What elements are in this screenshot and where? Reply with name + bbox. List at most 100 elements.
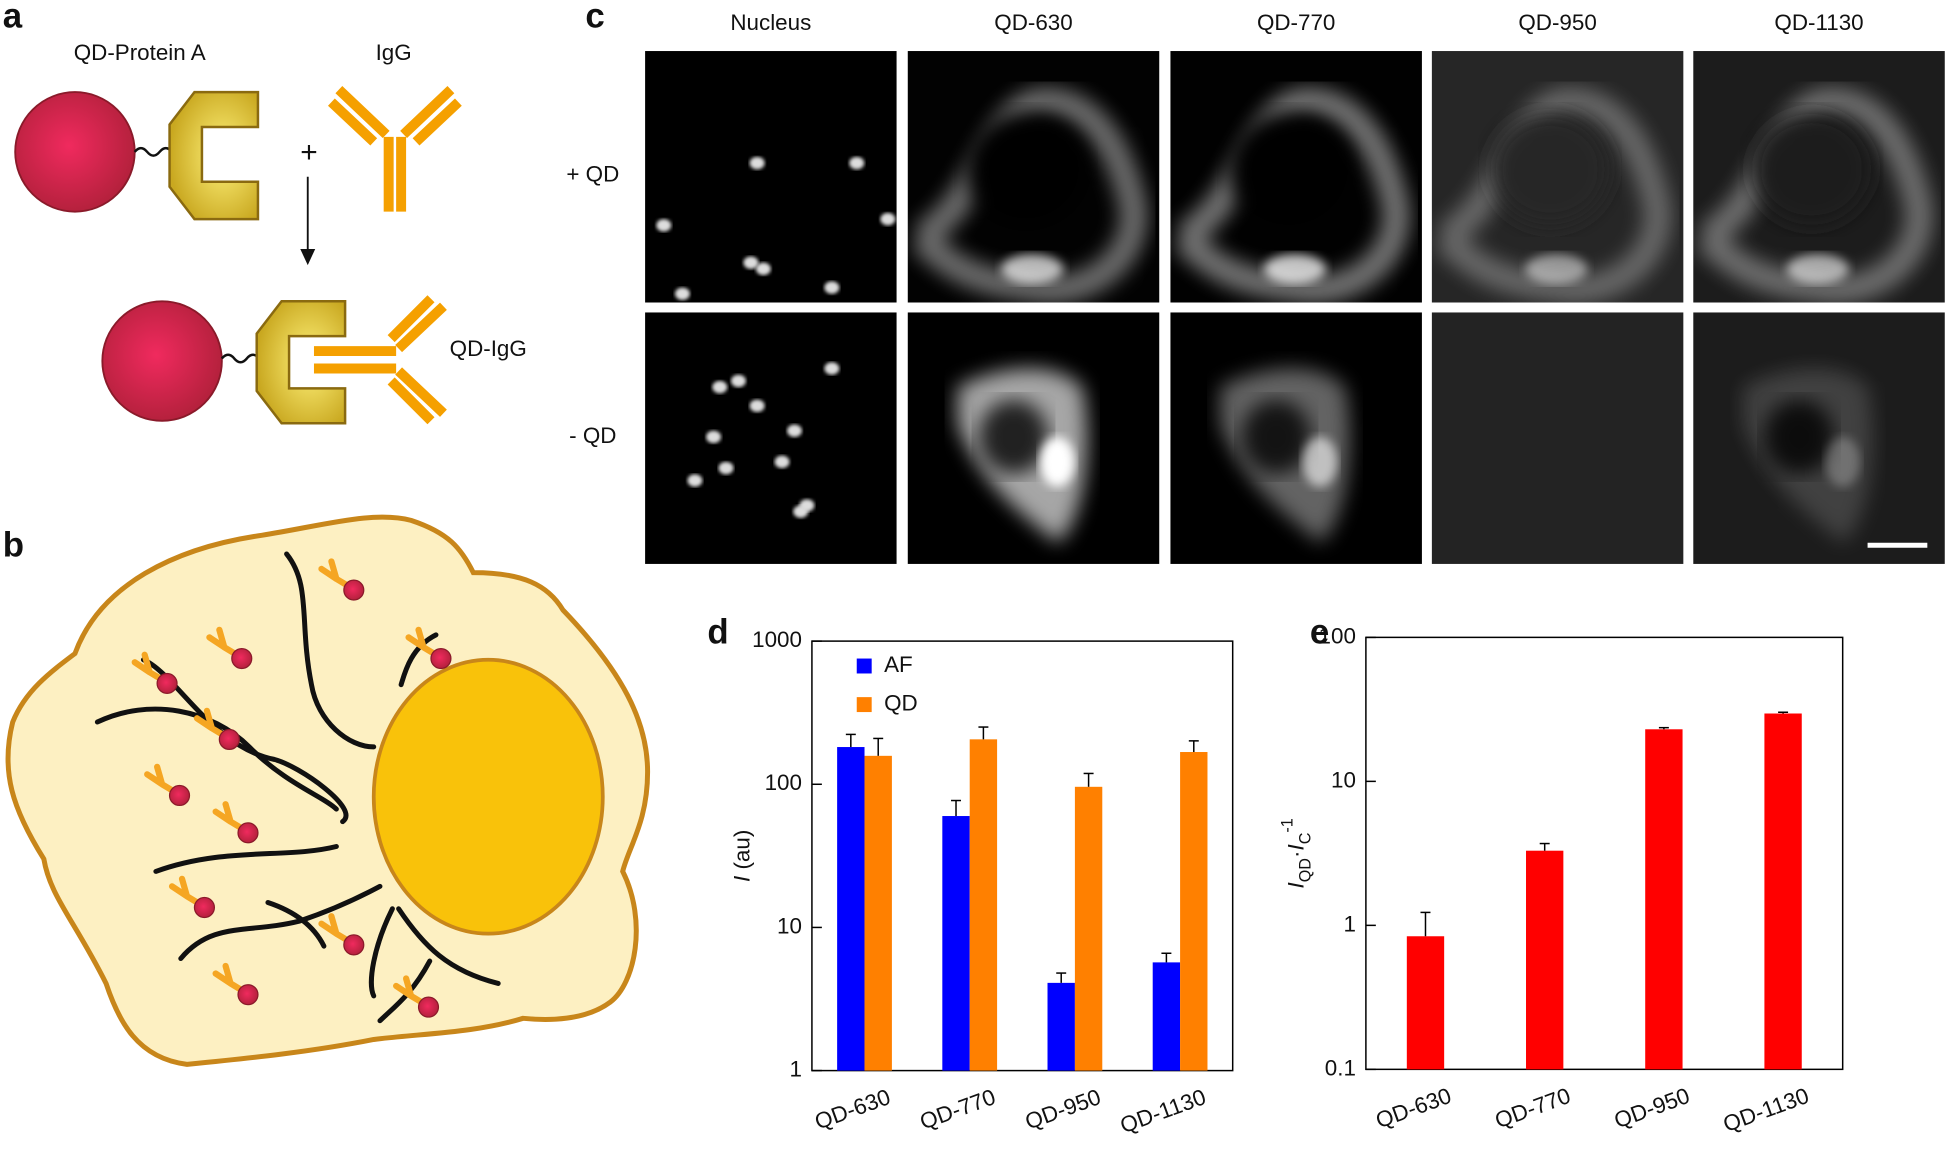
micrograph	[645, 51, 897, 303]
nucleus	[706, 430, 722, 444]
legend-label: AF	[884, 652, 913, 677]
bar	[1406, 936, 1445, 1070]
bright-spot	[1001, 253, 1064, 284]
image-content	[910, 87, 1148, 303]
cell-core	[966, 113, 1086, 226]
x-tick-label: QD-1130	[1117, 1084, 1209, 1138]
micrograph	[645, 312, 897, 564]
cell-core	[1241, 399, 1312, 475]
cell-core	[1228, 113, 1349, 226]
nucleus	[718, 461, 734, 475]
column-label: Nucleus	[730, 10, 811, 35]
column-label: QD-950	[1518, 10, 1596, 35]
y-label-part: C	[1297, 832, 1315, 844]
error-bar	[873, 737, 884, 756]
x-tick-label: QD-770	[917, 1084, 999, 1134]
bar	[969, 739, 998, 1071]
column-label: QD-630	[994, 10, 1072, 35]
micrograph	[1431, 312, 1684, 564]
panel-label: b	[3, 525, 24, 564]
microscopy: Nucleus QD-630 QD-770 QD-950 QD-1130 + QD - QD	[566, 10, 1945, 564]
column-label: QD-1130	[1774, 10, 1863, 35]
bar	[1764, 713, 1802, 1070]
cell-core	[1490, 113, 1610, 226]
bright-spot	[1525, 253, 1588, 284]
image-bg	[1431, 312, 1684, 564]
panel-label: d	[707, 613, 728, 652]
y-label-part: -1	[1279, 818, 1297, 832]
y-tick-label: 100	[765, 770, 802, 795]
nucleus	[731, 374, 746, 388]
micrograph	[907, 51, 1160, 303]
y-label-part: (au)	[729, 830, 754, 876]
nucleus	[656, 219, 672, 232]
error-bar	[1188, 740, 1199, 753]
label: QD-Protein A	[74, 40, 206, 65]
nucleus	[787, 424, 802, 437]
y-label-part: QD	[1297, 858, 1315, 882]
y-tick-label: 10	[1331, 767, 1356, 792]
row-label: - QD	[569, 423, 616, 448]
nucleus	[774, 455, 790, 469]
nucleus	[749, 156, 765, 170]
y-label-part: I	[1283, 844, 1308, 850]
y-label-part: I	[729, 876, 754, 882]
y-axis-label: IQD·IC-1	[1279, 818, 1315, 888]
y-label-part: I	[1283, 882, 1308, 888]
nucleus	[824, 281, 840, 294]
image-content	[1220, 368, 1350, 543]
nucleus	[755, 262, 771, 276]
nucleus	[824, 362, 840, 375]
image-content	[656, 156, 896, 301]
x-tick-label: QD-950	[1611, 1083, 1693, 1133]
x-tick-label: QD-770	[1492, 1083, 1574, 1133]
bright-spot	[1825, 436, 1861, 487]
error-bar	[1083, 772, 1094, 787]
y-tick-label: 1	[790, 1057, 802, 1082]
bar	[1180, 752, 1208, 1071]
bright-spot	[1263, 253, 1327, 284]
nucleus	[674, 287, 690, 301]
x-tick-label: QD-1130	[1720, 1083, 1812, 1137]
nucleus	[749, 399, 765, 413]
bar-chart: 1 10 100 1000 I (au) QD-630 QD-770 QD-950 QD-113…	[729, 627, 1234, 1138]
bar	[1645, 729, 1683, 1070]
image-content	[1173, 87, 1410, 303]
legend-label: QD	[884, 691, 918, 716]
bar	[1526, 850, 1564, 1070]
image-content	[1743, 368, 1873, 543]
bar	[864, 755, 892, 1071]
legend-swatch	[856, 658, 872, 674]
panel-label: e	[1310, 613, 1329, 652]
bar	[837, 747, 865, 1071]
error-bar	[1056, 972, 1067, 983]
label: IgG	[376, 40, 412, 65]
plot-frame	[1365, 636, 1844, 1071]
image-content	[957, 368, 1087, 543]
error-bar	[1161, 952, 1172, 963]
micrograph	[907, 312, 1160, 564]
bar	[942, 816, 970, 1071]
error-bar	[1658, 726, 1669, 730]
micrograph	[1693, 51, 1945, 303]
legend-swatch	[856, 697, 872, 713]
nucleus	[849, 156, 865, 170]
cell-core	[1751, 113, 1872, 226]
nucleus	[880, 212, 896, 226]
charts: 1 10 100 1000 I (au) QD-630 QD-770 QD-950 QD-113…	[729, 623, 1844, 1138]
schematic-b	[5, 514, 651, 1067]
column-label: QD-770	[1257, 10, 1335, 35]
micrograph	[1693, 312, 1945, 564]
error-bar	[978, 726, 989, 740]
x-tick-label: QD-950	[1022, 1084, 1104, 1134]
x-tick-label: QD-630	[1372, 1083, 1454, 1133]
micrograph	[1431, 51, 1684, 303]
cell-core	[1764, 399, 1834, 475]
bar	[1152, 962, 1181, 1071]
row-label: + QD	[566, 161, 619, 186]
label: +	[300, 136, 317, 169]
y-label-part: ·	[1283, 851, 1308, 858]
